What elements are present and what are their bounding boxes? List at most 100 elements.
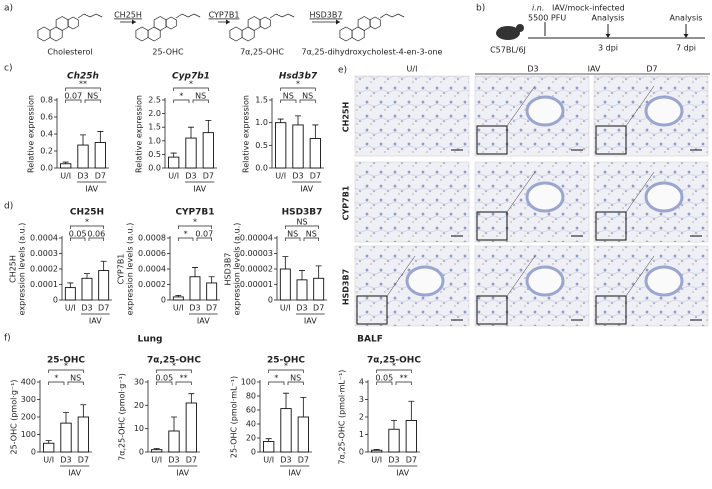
mouse-icon <box>516 24 524 32</box>
y-tick-label: 0 <box>53 296 58 305</box>
event-label: Analysis <box>670 14 703 23</box>
error-bar <box>205 120 212 133</box>
inset <box>595 125 627 155</box>
error-bar <box>391 420 397 430</box>
significance-label: 0.06 <box>87 230 105 239</box>
mouse-icon <box>496 26 520 40</box>
y-tick-label: 0 <box>359 448 364 457</box>
airway <box>644 181 684 213</box>
y-axis-label: Relative expression <box>242 95 251 173</box>
significance-bracket <box>177 237 194 241</box>
significance-label: * <box>189 80 193 89</box>
compound-label: 7α,25-OHC <box>240 48 284 57</box>
error-bar <box>408 400 415 421</box>
significance-bracket <box>196 237 213 241</box>
y-tick-label: 0.00004 <box>240 234 273 243</box>
chart-title: CYP7B1 <box>175 208 214 218</box>
significance-label: ** <box>79 80 87 89</box>
enzyme-label: CYP7B1 <box>209 11 240 20</box>
bar <box>98 270 110 301</box>
significance-label: NS <box>296 218 307 227</box>
significance-bracket <box>65 99 82 103</box>
significance-bracket <box>376 369 412 373</box>
bar <box>297 416 309 453</box>
error-bar <box>80 404 87 417</box>
y-axis-label: expression levels (a.u.) <box>18 223 27 316</box>
group-label: IAV <box>193 185 206 194</box>
panel-label: c) <box>4 64 12 74</box>
airway <box>644 265 684 297</box>
significance-label: 0.05 <box>155 374 173 383</box>
error-bar <box>192 267 198 277</box>
panel-label: f) <box>4 334 11 344</box>
bar <box>77 144 89 169</box>
strain-label: C57BL/6J <box>490 46 526 55</box>
significance-bracket <box>88 237 105 241</box>
significance-label: * <box>172 362 176 371</box>
bar <box>168 156 180 169</box>
x-tick-label: D3 <box>189 304 200 313</box>
x-tick-label: D7 <box>203 172 214 181</box>
significance-bracket <box>268 381 285 385</box>
x-tick-label: D7 <box>406 456 417 465</box>
bar <box>43 442 55 453</box>
group-label: IAV <box>300 185 313 194</box>
y-tick-label: 0 <box>139 448 144 457</box>
y-tick-label: 0.0004 <box>30 234 58 243</box>
significance-bracket <box>192 99 209 103</box>
x-tick-label: D7 <box>95 172 106 181</box>
error-bar <box>62 161 69 164</box>
chart-title: 7α,25-OHC <box>367 356 421 366</box>
inset-line <box>625 171 655 213</box>
ring <box>339 26 353 42</box>
group-label: IAV <box>68 469 81 478</box>
micrograph <box>354 75 470 157</box>
y-tick-label: 0.0 <box>40 164 53 173</box>
x-tick-label: D3 <box>77 172 88 181</box>
bar <box>60 422 72 453</box>
x-tick-label: D3 <box>296 304 307 313</box>
y-axis-label: HSD3B7 <box>224 253 233 286</box>
significance-label: ** <box>180 374 188 383</box>
section-label: BALF <box>357 335 383 345</box>
x-tick-label: D7 <box>78 456 89 465</box>
significance-bracket <box>299 99 316 103</box>
ring <box>229 26 243 42</box>
group-label: IAV <box>588 65 601 74</box>
x-tick-label: U/I <box>275 172 286 181</box>
chart-title: 7α,25-OHC <box>147 356 201 366</box>
x-tick-label: U/I <box>173 304 184 313</box>
significance-label: * <box>392 362 396 371</box>
y-tick-label: 0.0003 <box>30 249 58 258</box>
y-tick-label: 0.0004 <box>138 265 166 274</box>
group-label: IAV <box>396 469 409 478</box>
x-tick-label: D7 <box>98 304 109 313</box>
column-label: U/I <box>407 65 418 74</box>
y-tick-label: 40 <box>246 420 256 429</box>
y-tick-label: 400 <box>21 378 36 387</box>
bar <box>185 137 197 169</box>
y-axis-label: 7α,25-OHC (pmol·mL⁻¹) <box>338 370 347 465</box>
bar <box>151 449 163 453</box>
x-tick-label: D3 <box>185 172 196 181</box>
inset-line <box>506 85 536 127</box>
significance-bracket <box>173 99 190 103</box>
inset-line <box>506 255 536 297</box>
y-tick-label: 100 <box>241 378 256 387</box>
error-bar <box>97 131 104 143</box>
y-tick-label: 0.8 <box>40 96 53 105</box>
inset <box>595 295 627 325</box>
bar <box>280 408 292 453</box>
significance-label: 0.05 <box>69 230 87 239</box>
significance-bracket <box>376 381 393 385</box>
error-bar <box>208 276 215 283</box>
error-bar <box>84 273 90 279</box>
airway <box>525 265 565 297</box>
x-tick-label: D7 <box>310 172 321 181</box>
airway <box>525 95 565 127</box>
bar <box>189 276 201 301</box>
dose-label: 5500 PFU <box>528 14 566 23</box>
significance-bracket <box>395 381 412 385</box>
route-label: i.n. <box>532 4 544 13</box>
